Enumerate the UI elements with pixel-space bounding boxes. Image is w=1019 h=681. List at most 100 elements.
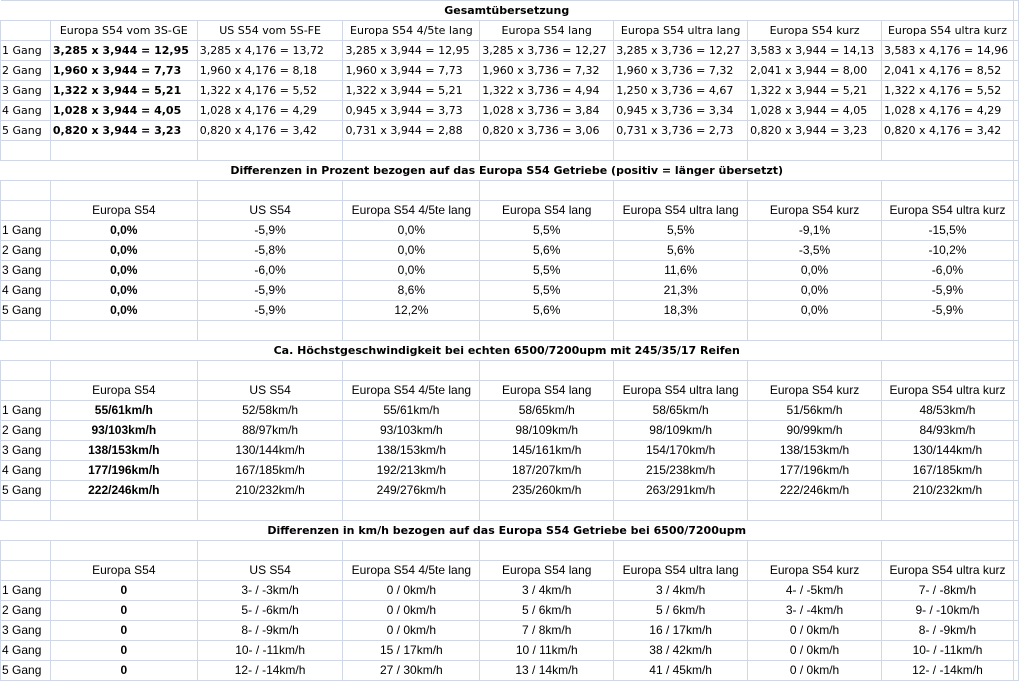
column-header[interactable]: Europa S54	[49, 200, 198, 221]
value-cell[interactable]: 0,820 x 4,176 = 3,42	[196, 120, 344, 141]
value-cell[interactable]: 154/170km/h	[613, 440, 749, 461]
value-cell[interactable]: 8,6%	[342, 280, 481, 301]
empty-cell[interactable]	[342, 360, 481, 381]
value-cell[interactable]: 0,820 x 3,944 = 3,23	[747, 120, 882, 141]
value-cell[interactable]: 215/238km/h	[613, 460, 749, 481]
empty-cell[interactable]	[0, 360, 51, 381]
empty-cell[interactable]	[613, 500, 749, 521]
gear-label[interactable]: 2 Gang	[0, 420, 51, 441]
value-cell[interactable]: 1,322 x 3,944 = 5,21	[342, 80, 481, 101]
empty-cell[interactable]	[1012, 300, 1019, 321]
value-cell[interactable]: 177/196km/h	[49, 460, 198, 481]
value-cell[interactable]: 0,731 x 3,736 = 2,73	[613, 120, 749, 141]
column-header[interactable]: US S54	[196, 560, 344, 581]
column-header[interactable]: Europa S54 4/5te lang	[342, 560, 481, 581]
empty-cell[interactable]	[881, 360, 1014, 381]
value-cell[interactable]: 88/97km/h	[196, 420, 344, 441]
empty-cell[interactable]	[1012, 240, 1019, 261]
value-cell[interactable]: 3,583 x 3,944 = 14,13	[747, 40, 882, 61]
value-cell[interactable]: 58/65km/h	[613, 400, 749, 421]
empty-cell[interactable]	[479, 320, 615, 341]
column-header[interactable]: Europa S54 lang	[479, 560, 615, 581]
empty-cell[interactable]	[49, 180, 198, 201]
value-cell[interactable]: 222/246km/h	[49, 480, 198, 501]
value-cell[interactable]: 38 / 42km/h	[613, 640, 749, 661]
value-cell[interactable]: 8- / -9km/h	[196, 620, 344, 641]
empty-cell[interactable]	[0, 380, 51, 401]
value-cell[interactable]: 12- / -14km/h	[196, 660, 344, 681]
gear-label[interactable]: 4 Gang	[0, 460, 51, 481]
empty-cell[interactable]	[1012, 80, 1019, 101]
value-cell[interactable]: 0 / 0km/h	[747, 640, 882, 661]
value-cell[interactable]: 0,0%	[49, 220, 198, 241]
value-cell[interactable]: -6,0%	[881, 260, 1014, 281]
value-cell[interactable]: 2,041 x 3,944 = 8,00	[747, 60, 882, 81]
empty-cell[interactable]	[747, 320, 882, 341]
gear-label[interactable]: 1 Gang	[0, 400, 51, 421]
value-cell[interactable]: 249/276km/h	[342, 480, 481, 501]
empty-cell[interactable]	[1012, 140, 1019, 161]
value-cell[interactable]: 55/61km/h	[342, 400, 481, 421]
value-cell[interactable]: 1,028 x 3,736 = 3,84	[479, 100, 615, 121]
empty-cell[interactable]	[1012, 380, 1019, 401]
column-header[interactable]: Europa S54 ultra lang	[613, 200, 749, 221]
value-cell[interactable]: 145/161km/h	[479, 440, 615, 461]
empty-cell[interactable]	[342, 140, 481, 161]
value-cell[interactable]: 3,285 x 3,736 = 12,27	[613, 40, 749, 61]
empty-cell[interactable]	[342, 540, 481, 561]
column-header[interactable]: Europa S54 ultra lang	[613, 380, 749, 401]
value-cell[interactable]: 90/99km/h	[747, 420, 882, 441]
empty-cell[interactable]	[1012, 200, 1019, 221]
empty-cell[interactable]	[0, 320, 51, 341]
gear-label[interactable]: 3 Gang	[0, 260, 51, 281]
value-cell[interactable]: -10,2%	[881, 240, 1014, 261]
empty-cell[interactable]	[0, 560, 51, 581]
value-cell[interactable]: 2,041 x 4,176 = 8,52	[881, 60, 1014, 81]
value-cell[interactable]: 0,0%	[342, 220, 481, 241]
empty-cell[interactable]	[1012, 0, 1019, 21]
empty-cell[interactable]	[613, 320, 749, 341]
column-header[interactable]: Europa S54 kurz	[747, 560, 882, 581]
value-cell[interactable]: 5,6%	[479, 300, 615, 321]
empty-cell[interactable]	[1012, 500, 1019, 521]
value-cell[interactable]: 13 / 14km/h	[479, 660, 615, 681]
gear-label[interactable]: 2 Gang	[0, 600, 51, 621]
value-cell[interactable]: -5,9%	[881, 280, 1014, 301]
column-header[interactable]: Europa S54 ultra kurz	[881, 560, 1014, 581]
column-header[interactable]: Europa S54 kurz	[747, 20, 882, 41]
value-cell[interactable]: 192/213km/h	[342, 460, 481, 481]
value-cell[interactable]: 93/103km/h	[49, 420, 198, 441]
value-cell[interactable]: 51/56km/h	[747, 400, 882, 421]
empty-cell[interactable]	[1012, 60, 1019, 81]
empty-cell[interactable]	[49, 540, 198, 561]
value-cell[interactable]: 55/61km/h	[49, 400, 198, 421]
empty-cell[interactable]	[881, 500, 1014, 521]
empty-cell[interactable]	[0, 20, 51, 41]
value-cell[interactable]: 3,583 x 4,176 = 14,96	[881, 40, 1014, 61]
value-cell[interactable]: 0,0%	[747, 300, 882, 321]
value-cell[interactable]: 5,5%	[479, 220, 615, 241]
value-cell[interactable]: 5,5%	[479, 280, 615, 301]
value-cell[interactable]: 12- / -14km/h	[881, 660, 1014, 681]
empty-cell[interactable]	[747, 180, 882, 201]
value-cell[interactable]: 0,820 x 3,736 = 3,06	[479, 120, 615, 141]
value-cell[interactable]: 9- / -10km/h	[881, 600, 1014, 621]
value-cell[interactable]: 7 / 8km/h	[479, 620, 615, 641]
empty-cell[interactable]	[747, 500, 882, 521]
value-cell[interactable]: 138/153km/h	[342, 440, 481, 461]
gear-label[interactable]: 5 Gang	[0, 120, 51, 141]
value-cell[interactable]: 0,945 x 3,944 = 3,73	[342, 100, 481, 121]
empty-cell[interactable]	[196, 540, 344, 561]
column-header[interactable]: Europa S54	[49, 560, 198, 581]
gear-label[interactable]: 3 Gang	[0, 440, 51, 461]
column-header[interactable]: Europa S54 ultra lang	[613, 20, 749, 41]
empty-cell[interactable]	[342, 500, 481, 521]
value-cell[interactable]: 1,960 x 4,176 = 8,18	[196, 60, 344, 81]
value-cell[interactable]: 138/153km/h	[747, 440, 882, 461]
value-cell[interactable]: 0,0%	[49, 300, 198, 321]
value-cell[interactable]: 0,0%	[49, 280, 198, 301]
value-cell[interactable]: -3,5%	[747, 240, 882, 261]
value-cell[interactable]: 18,3%	[613, 300, 749, 321]
value-cell[interactable]: 5,5%	[613, 220, 749, 241]
gear-label[interactable]: 2 Gang	[0, 240, 51, 261]
